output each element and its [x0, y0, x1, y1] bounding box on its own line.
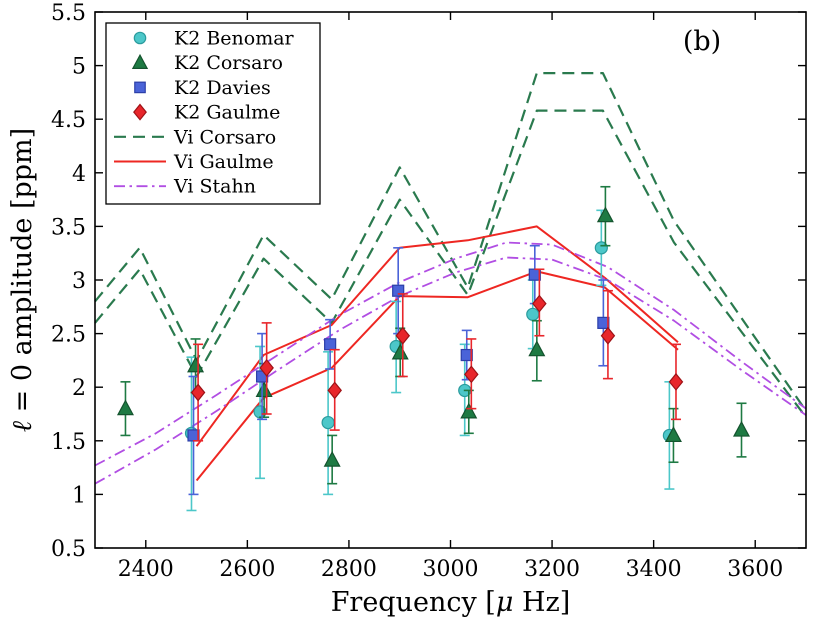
square-marker: [392, 284, 405, 297]
model-line: [94, 109, 807, 418]
x-tick-label: 3200: [524, 557, 580, 582]
line-series-vi-stahn: [94, 241, 807, 485]
series-layer: [94, 71, 807, 512]
square-marker: [597, 316, 610, 329]
triangle-marker: [131, 53, 149, 70]
legend-label: K2 Davies: [174, 77, 271, 99]
line-series-vi-gaulme: [195, 225, 679, 482]
triangle-marker: [596, 206, 614, 223]
y-tick-label: 3: [72, 269, 86, 294]
legend-label: K2 Gaulme: [174, 102, 280, 124]
square-marker: [460, 348, 473, 362]
y-axis-label: ℓ = 0 amplitude [ppm]: [7, 128, 38, 432]
diamond-marker: [259, 358, 274, 377]
x-tick-label: 3600: [727, 557, 783, 582]
model-line: [195, 225, 679, 447]
model-line: [94, 71, 807, 412]
x-tick-label: 2600: [219, 557, 275, 582]
scatter-series-k2-davies: [187, 244, 610, 496]
diamond-marker: [327, 381, 342, 400]
circle-marker: [321, 415, 335, 430]
triangle-marker: [733, 420, 751, 437]
y-tick-label: 4: [72, 162, 86, 187]
square-marker: [324, 338, 337, 351]
legend-label: Vi Corsaro: [173, 126, 276, 148]
y-tick-label: 5.5: [51, 1, 86, 26]
triangle-marker: [116, 399, 134, 416]
circle-marker: [594, 241, 608, 255]
y-tick-label: 0.5: [51, 537, 86, 562]
y-tick-label: 4.5: [51, 108, 86, 133]
square-marker: [134, 81, 146, 94]
triangle-marker: [187, 356, 205, 373]
y-tick-label: 1.5: [51, 430, 86, 455]
diamond-marker: [190, 383, 206, 402]
scatter-series-k2-gaulme: [190, 268, 684, 442]
y-tick-label: 1: [72, 483, 86, 508]
circle-marker: [526, 307, 540, 321]
y-tick-label: 5: [72, 55, 86, 80]
x-tick-label: 3000: [423, 557, 479, 582]
triangle-marker: [323, 450, 341, 467]
axes: 2400 2600 2800 3000 3200 3400 3600 0.5 1 1.5 2 2.5 3…: [7, 1, 807, 618]
legend-label: K2 Corsaro: [174, 52, 283, 74]
line-series-vi-corsaro: [94, 71, 807, 418]
model-line: [94, 256, 807, 485]
diamond-marker: [133, 103, 147, 121]
diamond-marker: [395, 326, 411, 345]
legend-label: Vi Stahn: [173, 176, 256, 198]
x-tick-label: 2800: [321, 557, 377, 582]
diamond-marker: [464, 365, 479, 384]
y-tick-label: 2: [72, 376, 86, 401]
circle-marker: [133, 31, 147, 45]
y-tick-label: 3.5: [51, 215, 86, 240]
x-axis-label: Frequency [μ Hz]: [331, 587, 571, 618]
legend-label: Vi Gaulme: [173, 151, 274, 173]
triangle-marker: [460, 402, 478, 419]
model-line: [195, 270, 679, 482]
diamond-marker: [532, 294, 547, 313]
triangle-marker: [664, 426, 682, 443]
diamond-marker: [668, 372, 684, 391]
x-tick-label: 2400: [118, 557, 174, 582]
x-tick-label: 3400: [626, 557, 682, 582]
triangle-marker: [528, 340, 546, 357]
y-tick-label: 2.5: [51, 323, 86, 348]
triangle-marker: [255, 381, 273, 398]
model-line: [94, 241, 807, 467]
diamond-marker: [600, 326, 616, 345]
triangle-marker: [391, 343, 409, 360]
legend-label: K2 Benomar: [174, 28, 295, 50]
